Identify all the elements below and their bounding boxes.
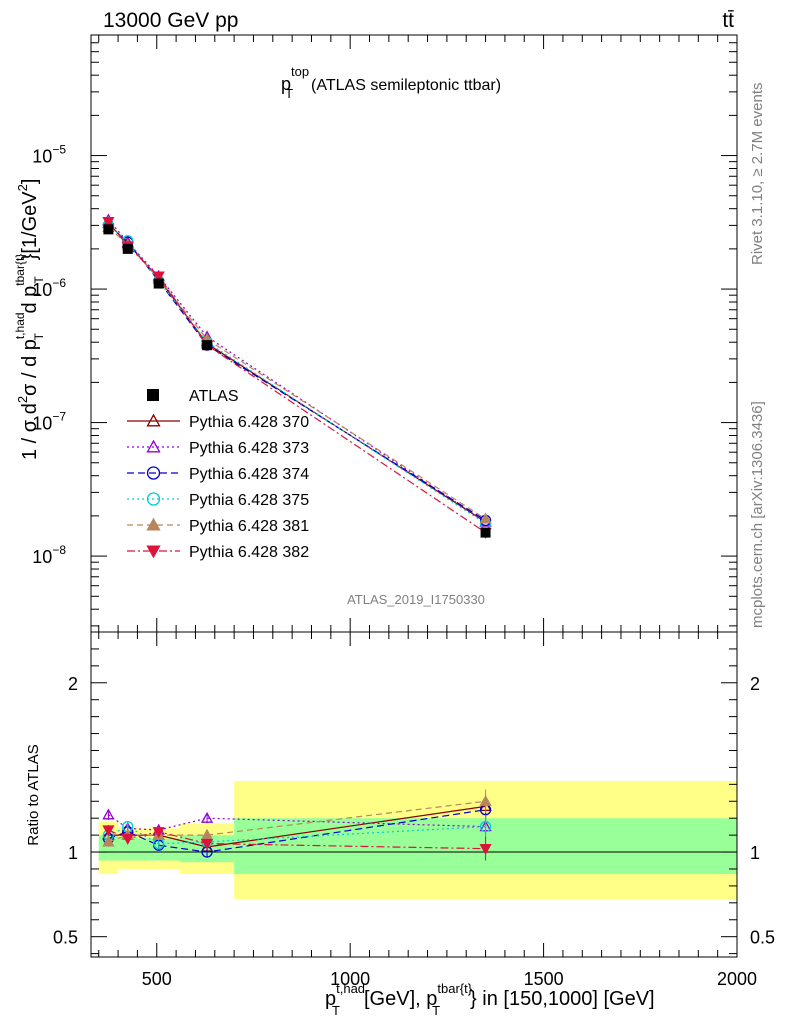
rivet-label: Rivet 3.1.10, ≥ 2.7M events (749, 83, 766, 266)
title-sub: T (285, 86, 293, 101)
ratio-y-tick-label-right: 1 (750, 843, 760, 863)
series-line-5 (107, 221, 486, 534)
legend-marker-1 (146, 439, 161, 453)
legend-marker-atlas (147, 389, 159, 401)
legend-marker-5 (146, 545, 161, 559)
main-frame (90, 34, 738, 633)
ratio-plot-area (91, 780, 738, 900)
ratio-point-5 (479, 844, 492, 856)
legend-marker-0 (146, 413, 161, 427)
ratio-band-green (98, 835, 119, 861)
main-y-tick-label: 10−5 (32, 143, 66, 167)
x-axis-label: pt,had T[GeV], ptbar{t} T} in [150,1000] [… (325, 981, 655, 1018)
legend-label-5: Pythia 6.428 382 (189, 544, 309, 561)
main-y-tick-label: 10−6 (32, 276, 66, 300)
legend-label-1: Pythia 6.428 373 (189, 440, 309, 457)
main-y-ticks: 10−8 10−7 10−6 10−5 (32, 34, 737, 627)
ratio-y-tick-label-right: 0.5 (750, 928, 775, 948)
ratio-point-4 (479, 794, 492, 806)
legend-label-2: Pythia 6.428 374 (189, 466, 309, 483)
legend: ATLAS Pythia 6.428 370 Pythia 6.428 373 Pyt… (127, 388, 309, 561)
x-tick-label: 2000 (717, 969, 757, 989)
legend-label-0: Pythia 6.428 370 (189, 414, 309, 431)
main-y-tick-label: 10−8 (32, 543, 66, 567)
ratio-y-label: Ratio to ATLAS (25, 744, 42, 845)
ratio-panel: 500 1000 1500 2000 0.5 0.5 1 1 2 2 (53, 631, 775, 989)
legend-marker-4 (146, 517, 161, 531)
data-point (122, 243, 133, 254)
ratio-band-green (118, 836, 138, 861)
series-line-2 (108, 224, 486, 521)
ratio-point-5 (102, 825, 115, 837)
title-rest: (ATLAS semileptonic ttbar) (311, 77, 501, 94)
ratio-point-3 (479, 821, 492, 833)
legend-label-4: Pythia 6.428 381 (189, 518, 309, 535)
x-tick-label: 1000 (330, 969, 370, 989)
data-point (103, 224, 114, 235)
legend-label-3: Pythia 6.428 375 (189, 492, 309, 509)
ratio-y-tick-label: 0.5 (53, 928, 78, 948)
header-left: 13000 GeV pp (103, 9, 238, 32)
ratio-y-tick-label: 2 (68, 674, 78, 694)
main-x-ticks (98, 35, 738, 632)
title-sup: top (291, 64, 309, 79)
analysis-label: ATLAS_2019_I1750330 (347, 592, 485, 607)
ratio-frame (90, 631, 738, 958)
main-panel: 10−8 10−7 10−6 10−5 (32, 34, 738, 633)
legend-marker-3 (146, 492, 161, 506)
data-point (480, 527, 491, 538)
ratio-line-2 (108, 809, 486, 853)
chart-title: ptop T (ATLAS semileptonic ttbar) (281, 64, 501, 101)
data-point (202, 340, 213, 351)
main-plot-area (102, 213, 492, 539)
series-point-5 (152, 271, 165, 283)
legend-marker-2 (146, 466, 161, 480)
series-point-5 (102, 216, 115, 228)
title-base: p (281, 74, 291, 94)
main-y-tick-label: 10−7 (32, 410, 66, 434)
ratio-line-1 (108, 814, 486, 831)
ratio-x-ticks: 500 1000 1500 2000 (98, 632, 757, 989)
ratio-point-1 (200, 811, 214, 823)
ratio-point-5 (152, 827, 165, 839)
legend-label-atlas: ATLAS (189, 388, 239, 405)
ratio-point-5 (121, 833, 134, 845)
header-right: tt̄ (722, 9, 734, 32)
ratio-point-1 (102, 808, 115, 820)
mcplots-label: mcplots.cern.ch [arXiv:1306.3436] (749, 401, 766, 628)
ratio-y-tick-label-right: 2 (750, 674, 760, 694)
ratio-point-5 (200, 838, 214, 850)
x-tick-label: 1500 (524, 969, 564, 989)
series-point-4 (479, 512, 492, 524)
ratio-point-4 (102, 835, 115, 847)
x-tick-label: 500 (142, 969, 172, 989)
data-point (153, 278, 164, 289)
ratio-y-ticks: 0.5 0.5 1 1 2 2 (53, 648, 775, 955)
main-y-label: 1 / σ d2σ / d pt,had T d ptbar{t} T}[1/GeV… (13, 179, 46, 460)
ratio-y-tick-label: 1 (68, 843, 78, 863)
